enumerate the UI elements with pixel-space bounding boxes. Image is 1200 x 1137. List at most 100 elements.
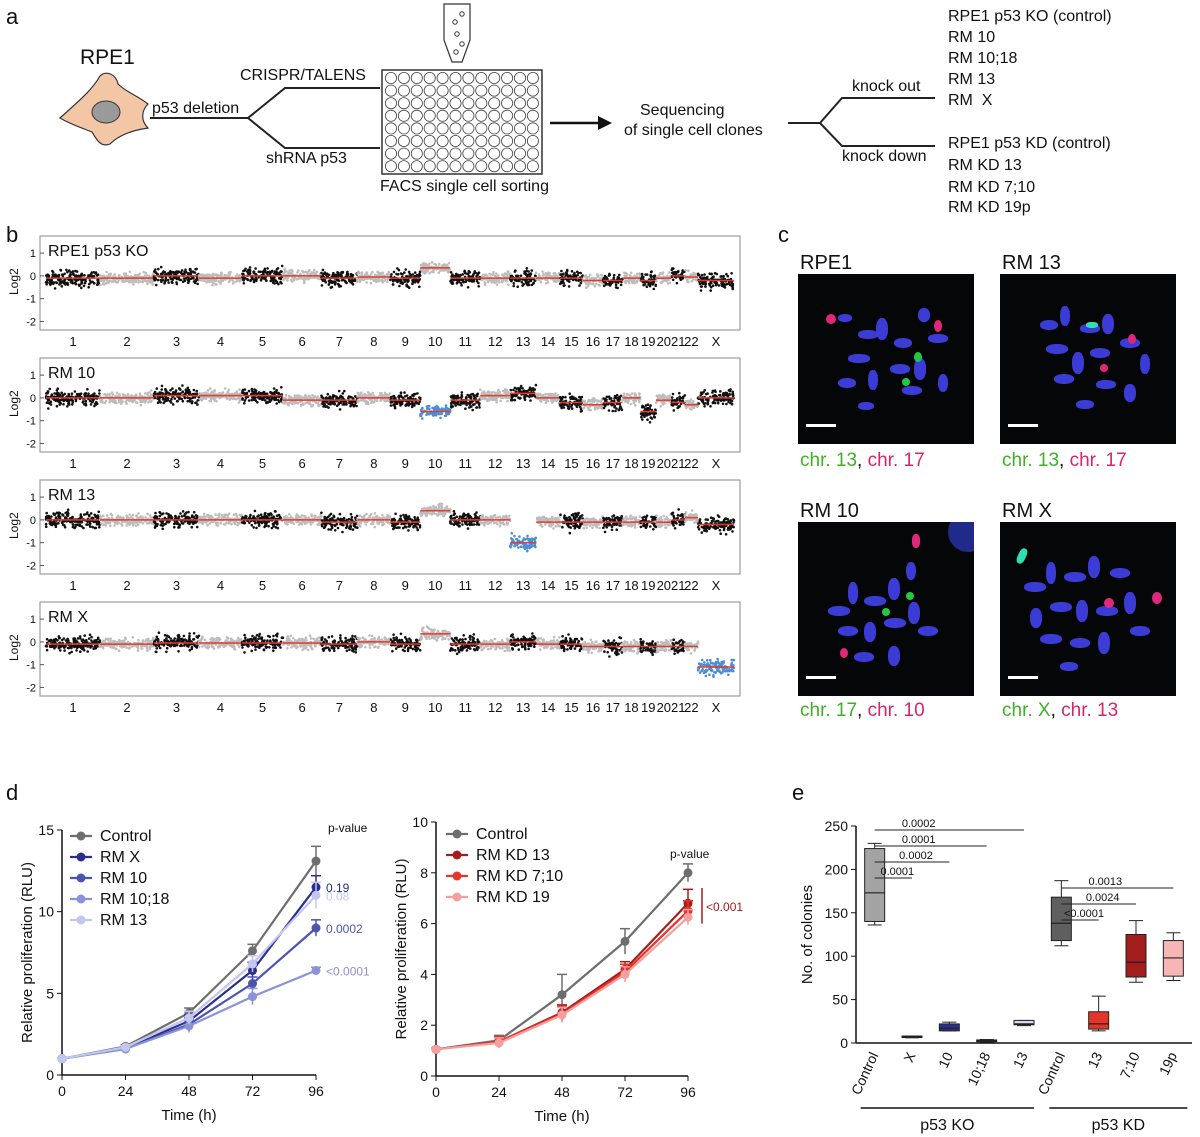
data-point bbox=[614, 281, 618, 284]
data-point bbox=[70, 280, 73, 284]
data-point bbox=[380, 278, 384, 282]
ko-clone-item: RM X bbox=[948, 92, 993, 109]
ytick-label: 0 bbox=[30, 271, 36, 283]
data-point bbox=[125, 515, 129, 519]
data-point bbox=[639, 277, 643, 280]
data-point bbox=[567, 285, 571, 288]
data-point bbox=[516, 274, 519, 278]
data-point bbox=[153, 390, 157, 394]
data-point bbox=[641, 404, 644, 408]
data-point bbox=[60, 285, 64, 288]
panel-label-d: d bbox=[6, 780, 19, 805]
data-point bbox=[45, 282, 48, 286]
data-point bbox=[329, 279, 332, 283]
data-point bbox=[253, 278, 256, 281]
data-point bbox=[463, 402, 466, 405]
data-point bbox=[252, 270, 255, 273]
data-point bbox=[720, 275, 723, 278]
data-point bbox=[573, 274, 577, 277]
data-point bbox=[49, 520, 52, 524]
data-point bbox=[354, 395, 357, 398]
data-point bbox=[142, 280, 145, 283]
data-point bbox=[46, 278, 49, 282]
data-point bbox=[290, 272, 293, 275]
data-point bbox=[245, 391, 249, 395]
data-point bbox=[91, 400, 94, 404]
data-point bbox=[351, 279, 355, 283]
data-point bbox=[646, 418, 649, 421]
plate-well bbox=[462, 160, 475, 173]
data-point bbox=[139, 394, 142, 398]
data-point bbox=[568, 392, 571, 395]
data-point bbox=[315, 270, 319, 274]
data-point bbox=[450, 278, 453, 281]
data-point bbox=[653, 416, 657, 419]
data-point bbox=[166, 399, 170, 402]
data-point bbox=[621, 398, 624, 402]
data-point bbox=[184, 276, 188, 280]
data-point bbox=[517, 389, 520, 393]
data-point bbox=[75, 270, 79, 273]
data-point bbox=[464, 407, 467, 410]
data-point bbox=[66, 270, 69, 274]
data-point bbox=[52, 281, 56, 284]
ytick-label: -2 bbox=[26, 560, 36, 572]
data-point bbox=[82, 284, 86, 288]
data-point bbox=[554, 394, 557, 398]
data-point bbox=[653, 276, 656, 279]
data-point bbox=[520, 281, 524, 284]
data-point bbox=[593, 397, 596, 401]
data-point bbox=[102, 274, 105, 278]
plate-well bbox=[462, 122, 475, 135]
data-point bbox=[308, 401, 311, 405]
data-point bbox=[146, 391, 150, 395]
data-point bbox=[694, 272, 697, 276]
chromosome-label: 20 bbox=[657, 334, 671, 349]
data-point bbox=[512, 282, 516, 285]
data-point bbox=[502, 274, 506, 278]
data-point bbox=[726, 274, 730, 278]
data-point bbox=[130, 400, 134, 403]
data-point bbox=[588, 273, 592, 277]
data-point bbox=[189, 271, 193, 274]
data-point bbox=[137, 281, 140, 284]
data-point bbox=[475, 279, 479, 283]
data-point bbox=[213, 399, 217, 402]
data-point bbox=[432, 268, 436, 272]
data-point bbox=[659, 404, 662, 408]
kd-clone-item: RPE1 p53 KD (control) bbox=[948, 135, 1111, 152]
data-point bbox=[372, 279, 376, 282]
method-kd-label: shRNA p53 bbox=[266, 150, 347, 167]
data-point bbox=[133, 399, 136, 402]
data-point bbox=[706, 401, 709, 405]
data-point bbox=[407, 404, 410, 407]
plate-well bbox=[475, 122, 488, 135]
data-point bbox=[171, 281, 174, 285]
plate-well bbox=[423, 122, 436, 135]
data-point bbox=[633, 403, 637, 407]
data-point bbox=[392, 395, 396, 398]
data-point bbox=[303, 277, 307, 280]
data-point bbox=[231, 279, 235, 283]
data-point bbox=[321, 268, 325, 272]
data-point bbox=[675, 281, 679, 285]
data-point bbox=[674, 271, 678, 274]
data-point bbox=[564, 274, 568, 277]
data-point bbox=[556, 278, 559, 282]
data-point bbox=[534, 271, 538, 275]
plate-well bbox=[526, 134, 539, 147]
plate-well bbox=[526, 84, 539, 97]
data-point bbox=[345, 274, 349, 277]
data-point bbox=[364, 273, 367, 276]
data-point bbox=[485, 273, 488, 277]
data-point bbox=[382, 274, 385, 277]
data-point bbox=[117, 400, 121, 404]
data-point bbox=[411, 280, 415, 284]
plate-well bbox=[514, 84, 527, 97]
data-point bbox=[70, 278, 73, 281]
data-point bbox=[330, 285, 334, 289]
plate-well bbox=[449, 72, 462, 85]
plate-well bbox=[397, 160, 410, 173]
data-point bbox=[61, 273, 64, 276]
data-point bbox=[439, 412, 443, 416]
